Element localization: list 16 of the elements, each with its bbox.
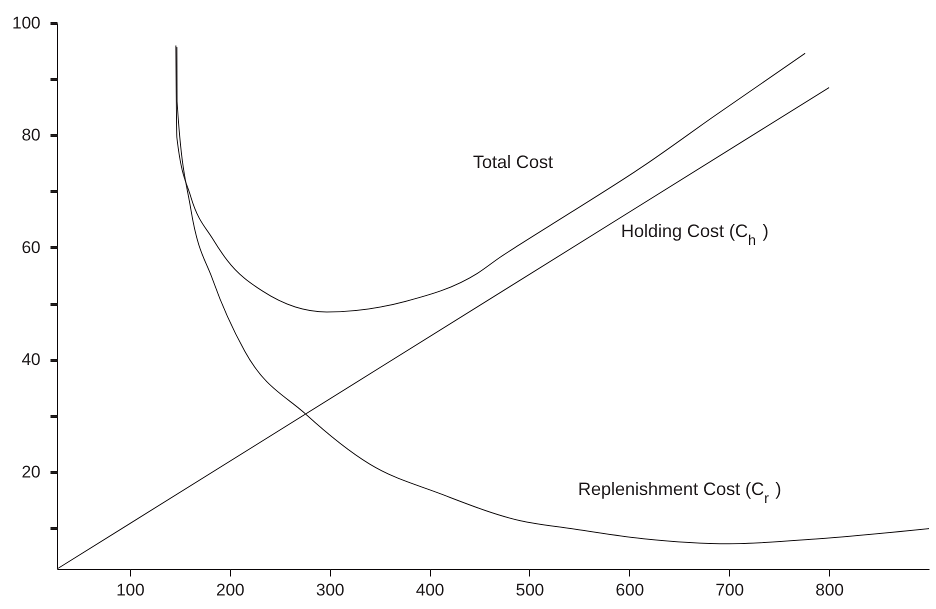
x-tick-label: 700 — [716, 580, 744, 600]
text: Total Cost — [473, 152, 554, 172]
x-tick-label: 500 — [516, 580, 544, 600]
y-tick-label: 40 — [22, 350, 40, 370]
y-tick-label: 20 — [22, 462, 40, 482]
x-tick-label: 200 — [216, 580, 244, 600]
series-label: Holding Cost (C$_{h}$ ) — [621, 221, 769, 249]
x-tick-label: 400 — [416, 580, 444, 600]
series-label: Replenishment Cost (C$_{r}$ ) — [578, 479, 782, 507]
x-tick-label: 800 — [815, 580, 844, 600]
y-tick-label: 60 — [22, 238, 40, 257]
y-tick-label: 80 — [22, 126, 40, 145]
x-tick-label: 300 — [316, 580, 344, 600]
x-tick-label: 100 — [116, 580, 145, 600]
x-tick-label: 600 — [616, 580, 644, 600]
y-tick-label: 100 — [12, 14, 40, 32]
